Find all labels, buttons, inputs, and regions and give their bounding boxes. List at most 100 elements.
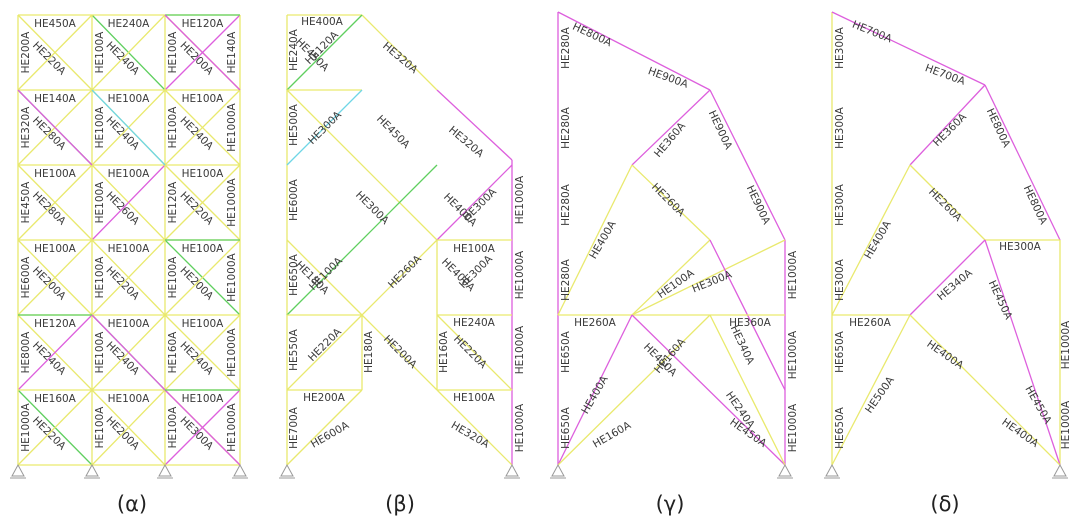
- member-label: HE1000A: [514, 250, 526, 299]
- member-label: HE320A: [20, 106, 32, 149]
- member-label: HE280A: [560, 183, 572, 226]
- support: [824, 465, 840, 478]
- member-label: HE240A: [108, 18, 151, 30]
- panel-caption: (γ): [656, 492, 685, 516]
- member-label: HE100A: [167, 31, 179, 74]
- member-label: HE200A: [381, 333, 420, 372]
- member-label: HE120A: [167, 181, 179, 224]
- member-label: HE300A: [999, 241, 1042, 253]
- member-label: HE1000A: [514, 403, 526, 452]
- member-label: HE120A: [34, 318, 77, 330]
- member-label: HE100A: [34, 168, 77, 180]
- support: [504, 465, 520, 478]
- member-label: HE100A: [453, 243, 496, 255]
- member-label: HE450A: [34, 18, 77, 30]
- member-label: HE120A: [182, 18, 225, 30]
- member: [632, 240, 710, 315]
- member-label: HE340A: [935, 266, 975, 303]
- member-label: HE800A: [984, 107, 1013, 151]
- member-label: HE650A: [834, 406, 846, 449]
- member-label: HE100A: [182, 243, 225, 255]
- member-label: HE100A: [108, 318, 151, 330]
- member-label: HE160A: [167, 331, 179, 374]
- support: [10, 465, 26, 478]
- frames-diagram: HE450AHE240AHE120AHE140AHE100AHE100AHE10…: [0, 0, 1072, 519]
- member-label: HE200A: [303, 392, 346, 404]
- member-label: HE1000A: [514, 325, 526, 374]
- member-label: HE1000A: [787, 250, 799, 299]
- member-label: HE200A: [20, 31, 32, 74]
- member-label: HE100A: [182, 168, 225, 180]
- member-label: HE260A: [849, 317, 892, 329]
- member-label: HE600A: [288, 178, 300, 221]
- member-label: HE100A: [94, 331, 106, 374]
- member-label: HE100A: [108, 168, 151, 180]
- member-label: HE320A: [380, 40, 420, 77]
- member-label: HE360A: [931, 110, 970, 149]
- support: [777, 465, 793, 478]
- support: [550, 465, 566, 478]
- member-label: HE400A: [999, 416, 1041, 450]
- member: [632, 90, 710, 165]
- panel-caption: (β): [385, 492, 415, 516]
- support: [232, 465, 248, 478]
- member-label: HE650A: [560, 330, 572, 373]
- member-label: HE1000A: [226, 327, 238, 376]
- member-label: HE650A: [288, 253, 300, 296]
- member-label: HE1000A: [1060, 400, 1072, 449]
- member-label: HE160A: [591, 419, 634, 451]
- member-label: HE450A: [986, 279, 1015, 323]
- member-label: HE300A: [461, 185, 500, 224]
- panel-caption: (α): [117, 492, 147, 516]
- member: [910, 240, 985, 315]
- member-label: HE240A: [453, 317, 496, 329]
- member-label: HE220A: [451, 333, 490, 372]
- support: [84, 465, 100, 478]
- member-label: HE800A: [20, 331, 32, 374]
- member-label: HE140A: [34, 93, 77, 105]
- member-label: HE100A: [182, 318, 225, 330]
- member-label: HE100A: [167, 106, 179, 149]
- panel-caption: (δ): [930, 492, 959, 516]
- member-label: HE100A: [94, 256, 106, 299]
- member-label: HE300A: [834, 183, 846, 226]
- member-label: HE280A: [560, 106, 572, 149]
- member-label: HE260A: [386, 252, 425, 291]
- member-label: HE300A: [834, 106, 846, 149]
- member-label: HE700A: [288, 406, 300, 449]
- member-label: HE260A: [574, 317, 617, 329]
- member-label: HE100A: [453, 392, 496, 404]
- member-label: HE100A: [94, 31, 106, 74]
- member-label: HE100A: [108, 393, 151, 405]
- member-label: HE550A: [288, 328, 300, 371]
- member-label: HE800A: [571, 21, 615, 50]
- member-label: HE220A: [306, 325, 345, 364]
- member-label: HE1000A: [787, 403, 799, 452]
- member: [287, 90, 437, 240]
- member-label: HE100A: [94, 406, 106, 449]
- member-label: HE500A: [288, 103, 300, 146]
- member: [710, 90, 785, 240]
- member-label: HE400A: [862, 218, 894, 261]
- member-label: HE300A: [834, 26, 846, 69]
- member-label: HE140A: [226, 31, 238, 74]
- member-label: HE340A: [728, 324, 757, 368]
- member-label: HE400A: [924, 338, 966, 372]
- member-label: HE1000A: [226, 102, 238, 151]
- member-label: HE800A: [1021, 184, 1050, 228]
- member-label: HE100A: [94, 106, 106, 149]
- member-label: HE650A: [560, 406, 572, 449]
- member-label: HE1000A: [514, 175, 526, 224]
- member-label: HE1000A: [226, 252, 238, 301]
- member-label: HE600A: [20, 256, 32, 299]
- member-label: HE100A: [34, 243, 77, 255]
- member-label: HE1000A: [20, 402, 32, 451]
- member-label: HE650A: [834, 330, 846, 373]
- member-label: HE1000A: [1060, 320, 1072, 369]
- member-label: HE280A: [560, 258, 572, 301]
- member-label: HE100A: [94, 181, 106, 224]
- member-label: HE100A: [108, 93, 151, 105]
- member-label: HE100A: [167, 406, 179, 449]
- member-label: HE600A: [309, 419, 352, 451]
- member-label: HE100A: [182, 393, 225, 405]
